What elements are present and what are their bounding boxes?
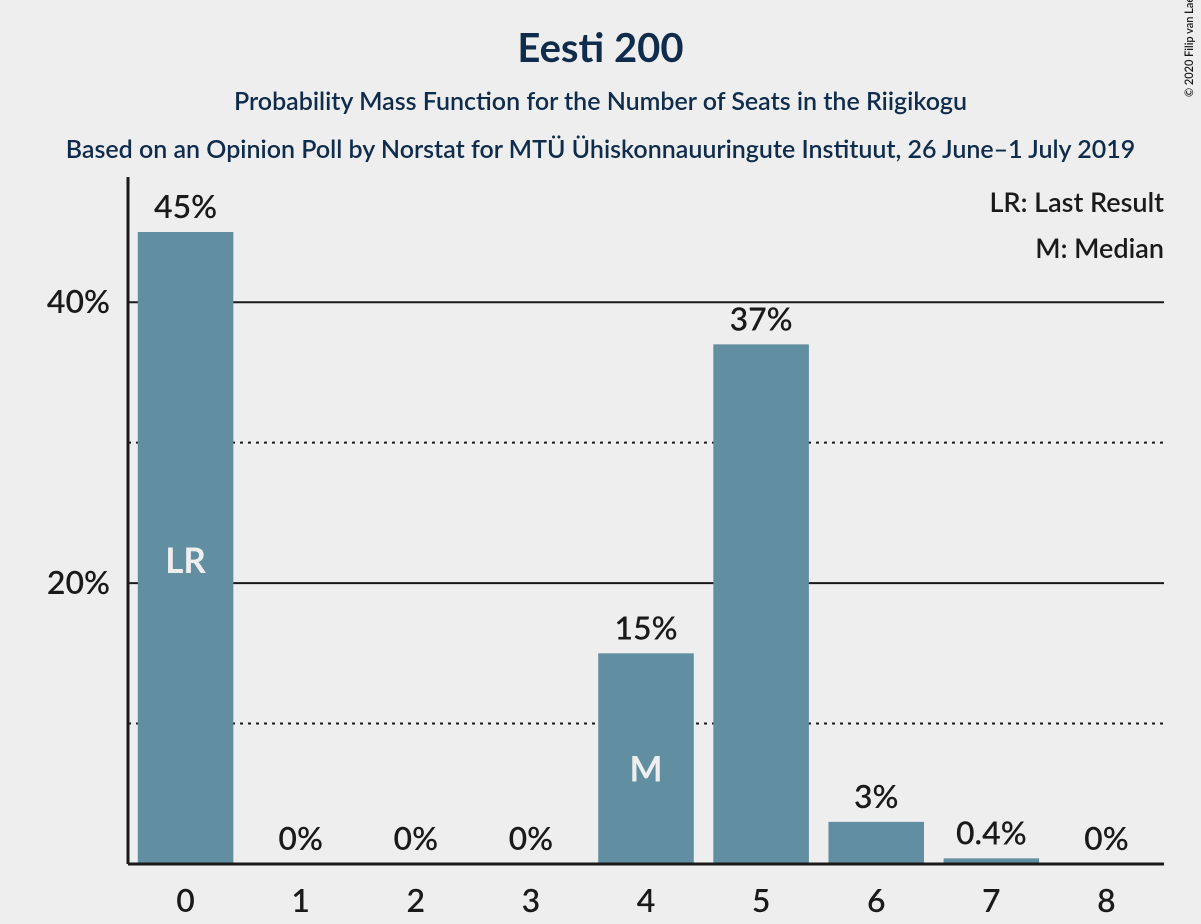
pmf-bar-chart: Eesti 200 Probability Mass Function for t… (0, 0, 1201, 924)
bar-value-label: 0% (278, 818, 323, 857)
y-axis-tick-label: 20% (47, 562, 110, 601)
chart-subtitle: Probability Mass Function for the Number… (234, 86, 967, 116)
chart-title: Eesti 200 (517, 23, 683, 71)
y-axis-tick-label: 40% (47, 281, 110, 320)
legend-item: M: Median (1035, 231, 1164, 264)
bar (828, 822, 924, 864)
bar-value-label: 37% (730, 298, 793, 337)
x-axis-tick-label: 4 (637, 880, 656, 919)
bar-value-label: 3% (854, 776, 899, 815)
bar-inner-label: M (629, 747, 662, 789)
copyright-text: © 2020 Filip van Laenen (1183, 0, 1196, 97)
legend-item: LR: Last Result (989, 185, 1164, 218)
chart-subsubtitle: Based on an Opinion Poll by Norstat for … (66, 134, 1135, 164)
x-axis-tick-label: 6 (867, 880, 886, 919)
bar-value-label: 45% (154, 186, 217, 225)
bar-value-label: 0% (394, 818, 439, 857)
bar-value-label: 15% (614, 607, 677, 646)
x-axis-tick-label: 0 (176, 880, 195, 919)
bar-value-label: 0% (509, 818, 554, 857)
x-axis-tick-label: 2 (406, 880, 425, 919)
bar-inner-label: LR (165, 539, 206, 581)
x-axis-tick-label: 1 (291, 880, 310, 919)
x-axis-tick-label: 7 (982, 880, 1001, 919)
bar-value-label: 0.4% (956, 812, 1027, 851)
x-axis-tick-label: 8 (1097, 880, 1116, 919)
bar-value-label: 0% (1084, 818, 1129, 857)
bar (713, 344, 809, 864)
x-axis-tick-label: 3 (522, 880, 541, 919)
x-axis-tick-label: 5 (752, 880, 771, 919)
